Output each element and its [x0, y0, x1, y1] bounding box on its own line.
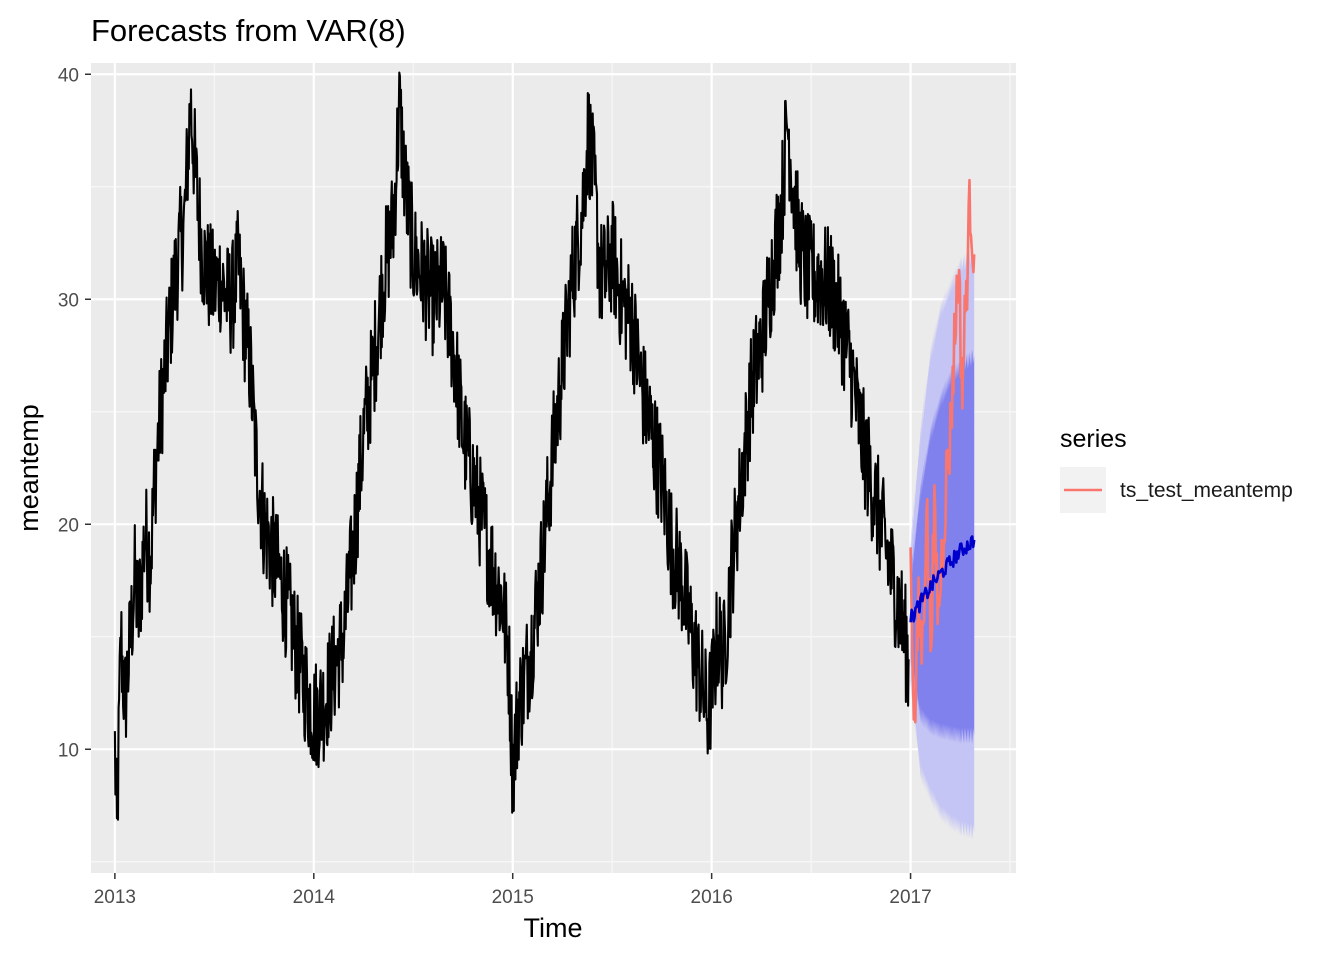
x-tick-label: 2015 — [492, 887, 534, 908]
forecast-mean-line — [909, 535, 976, 623]
legend: series ts_test_meantemp — [1060, 425, 1293, 513]
series-lines — [113, 71, 976, 821]
y-tick-label: 30 — [58, 290, 79, 311]
y-tick-label: 20 — [58, 515, 79, 536]
x-tick-label: 2013 — [94, 887, 136, 908]
y-tick-label: 10 — [58, 740, 79, 761]
x-tick-label: 2014 — [293, 887, 336, 908]
minor-gridlines — [91, 63, 1016, 873]
x-tick-label: 2016 — [691, 887, 733, 908]
axes: 2013 2014 2015 2016 2017 10 20 30 40 — [58, 65, 932, 908]
x-tick-label: 2017 — [889, 887, 931, 908]
history-line — [113, 71, 910, 821]
y-axis-label: meantemp — [14, 404, 44, 532]
legend-title: series — [1060, 425, 1127, 453]
legend-entry-ts-test-meantemp: ts_test_meantemp — [1120, 479, 1293, 502]
y-tick-label: 40 — [58, 65, 79, 86]
chart-title: Forecasts from VAR(8) — [91, 13, 406, 48]
x-axis-label: Time — [524, 913, 583, 943]
